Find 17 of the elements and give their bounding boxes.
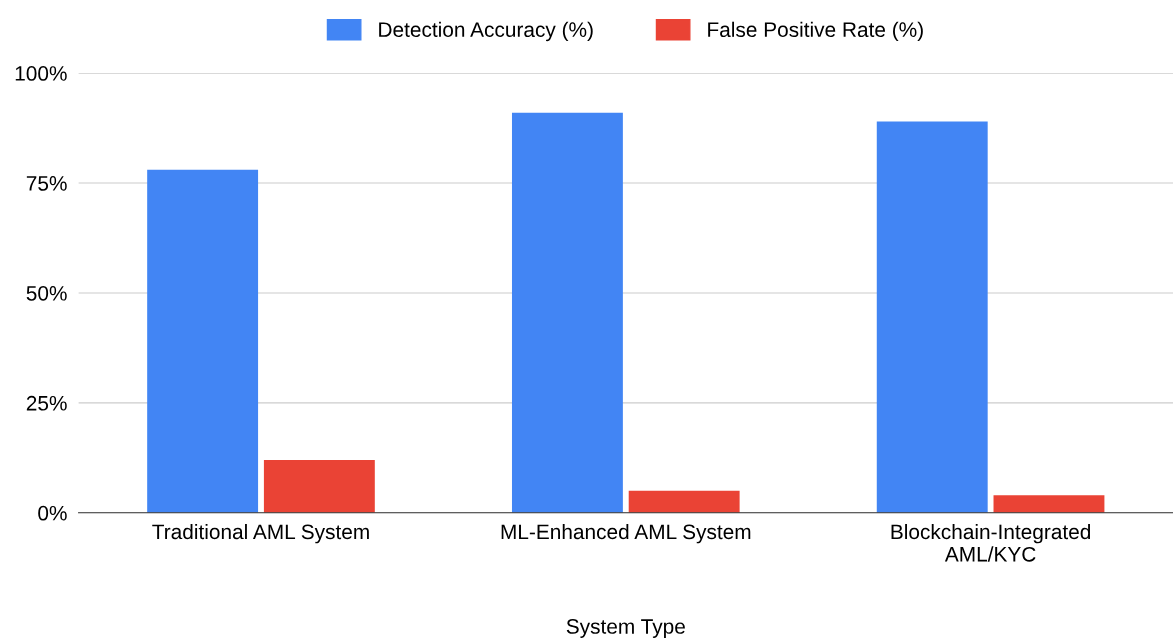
bar xyxy=(628,490,740,513)
y-tick-label: 25% xyxy=(26,395,67,411)
y-tick-label: 75% xyxy=(26,176,67,191)
bar xyxy=(993,495,1105,513)
legend-label: Detection Accuracy (%) xyxy=(379,21,593,42)
bar xyxy=(511,112,623,513)
x-tick-label: ML-Enhanced AML System xyxy=(501,523,751,544)
y-tick-label: 100% xyxy=(15,66,67,81)
bar xyxy=(147,169,259,513)
bar xyxy=(876,121,988,513)
bar xyxy=(263,460,375,513)
x-tick-label: Traditional AML System xyxy=(152,523,369,544)
y-tick-label: 0% xyxy=(38,505,67,521)
x-tick-label: Blockchain-Integrated AML/KYC xyxy=(891,523,1091,562)
y-tick-label: 50% xyxy=(26,285,67,301)
legend-label: False Positive Rate (%) xyxy=(708,21,923,42)
x-axis-title: System Type xyxy=(566,619,685,638)
